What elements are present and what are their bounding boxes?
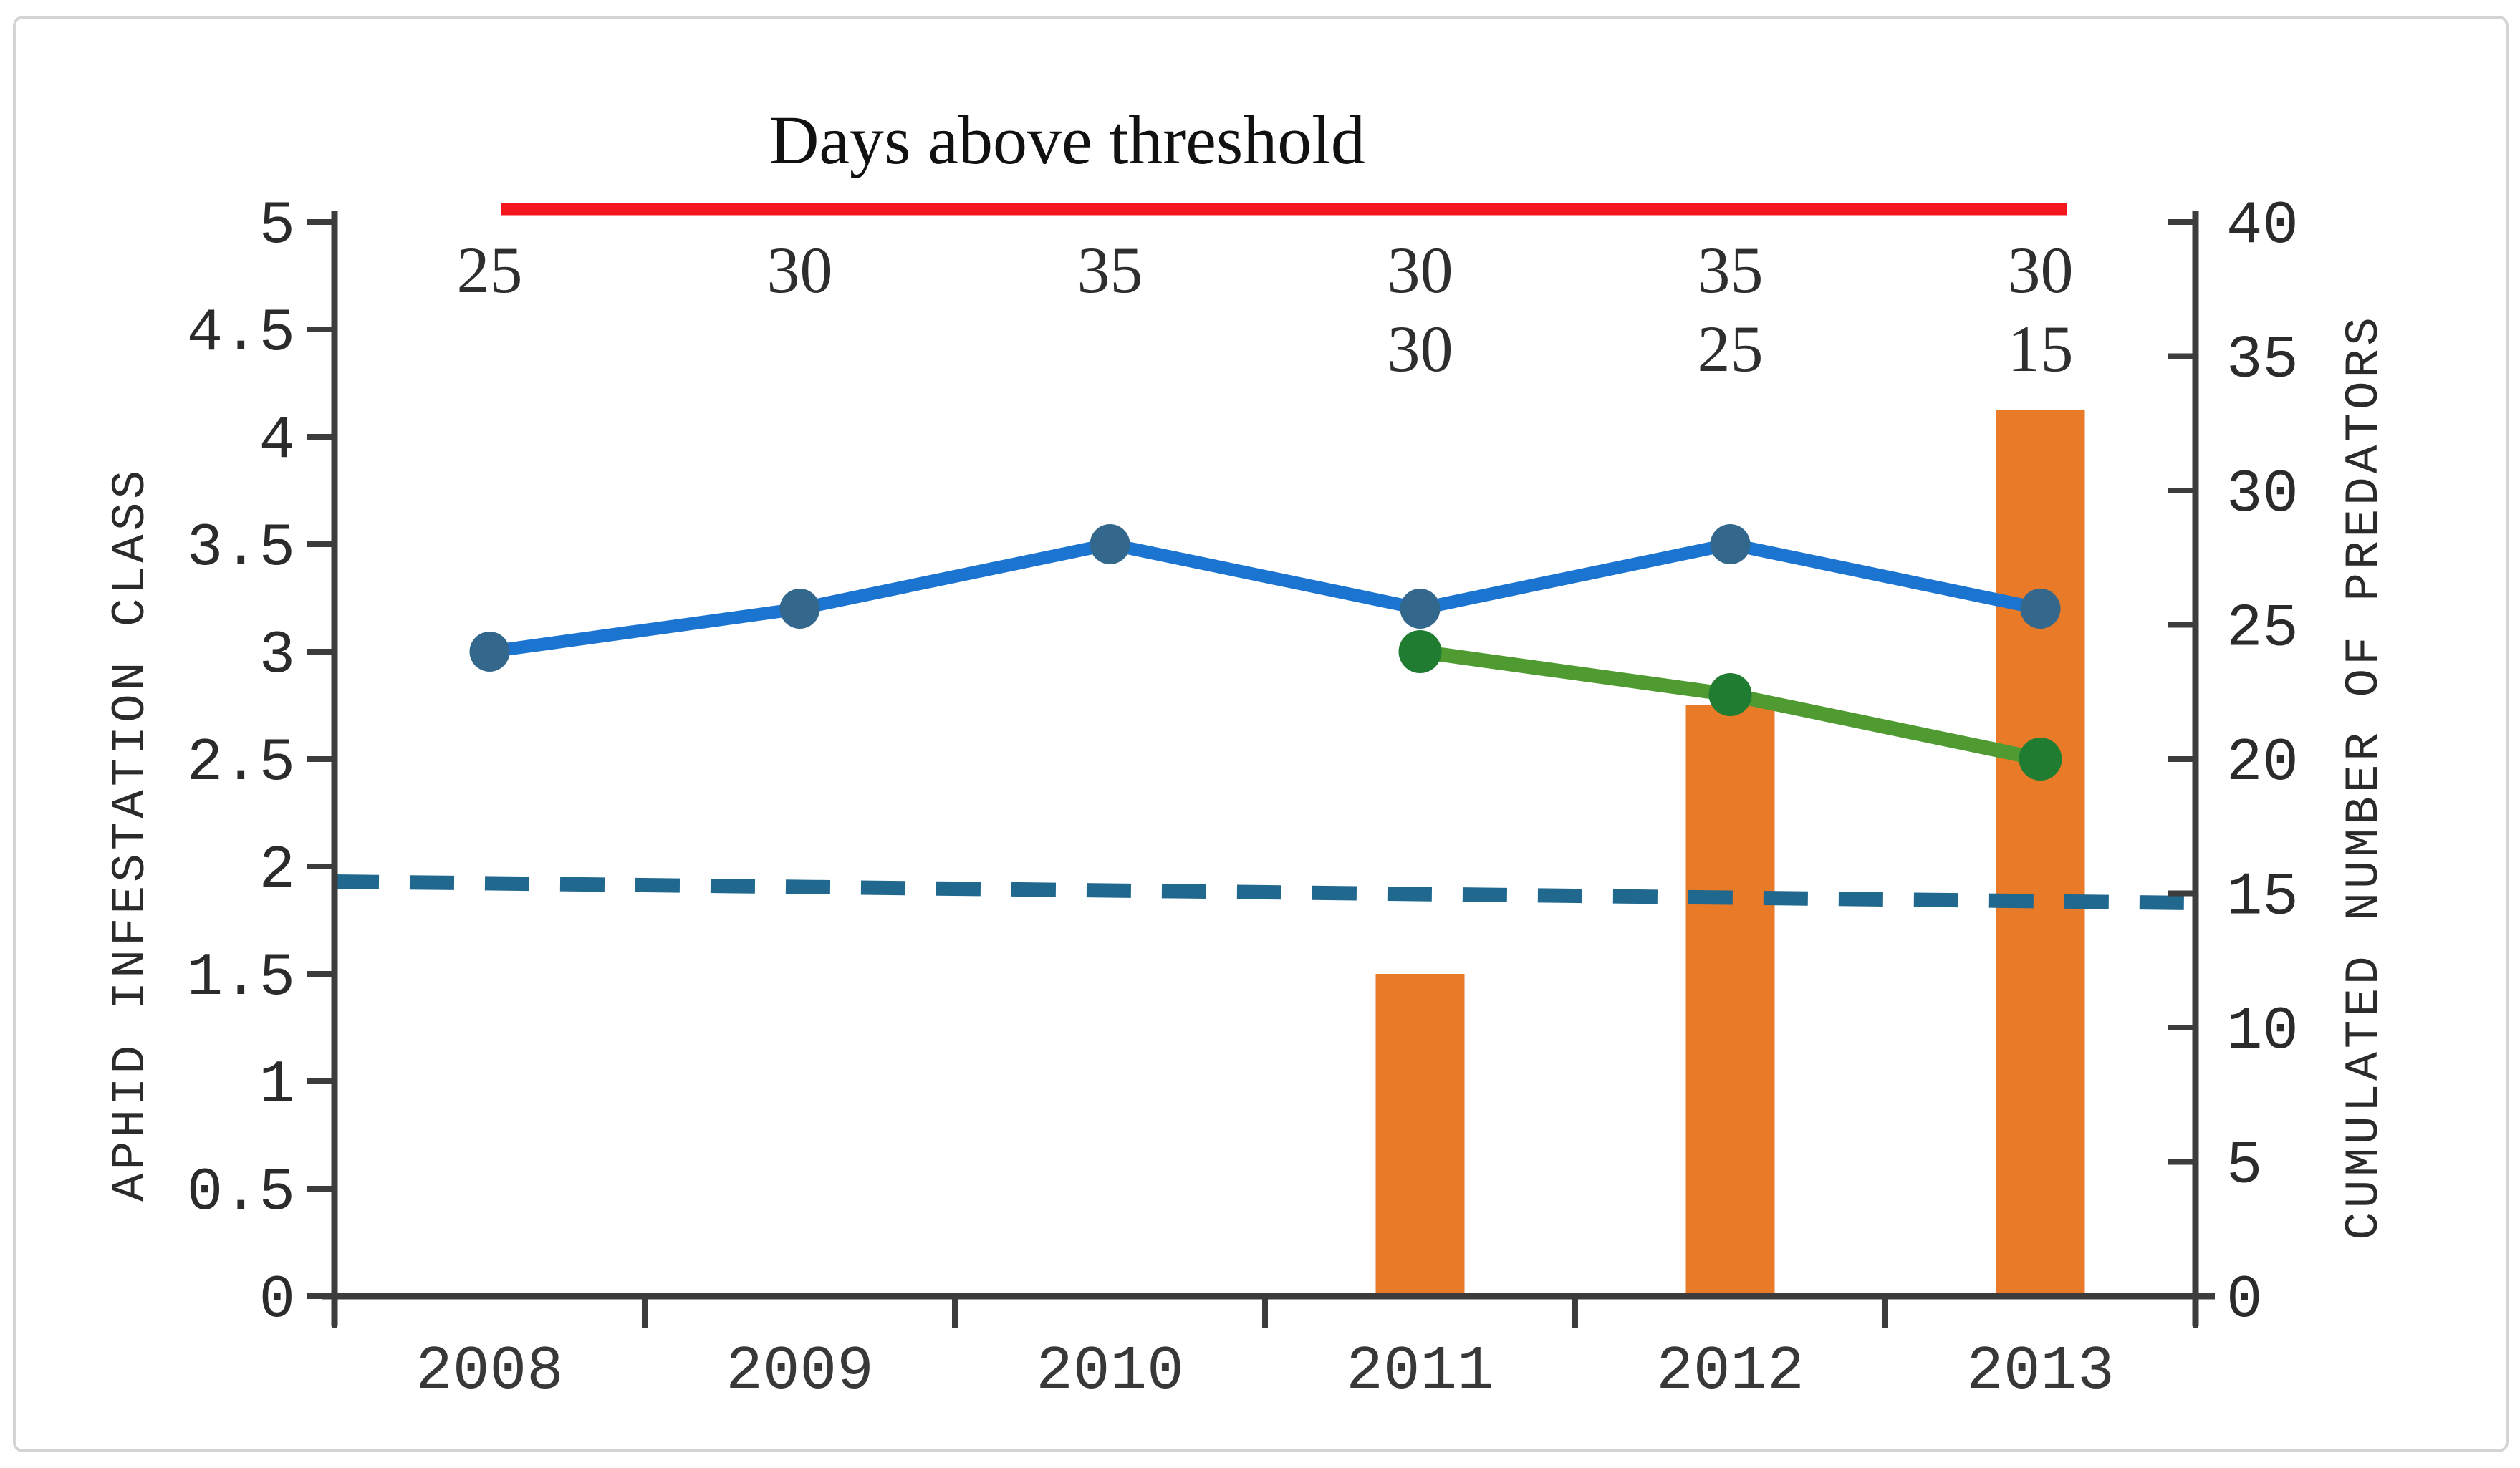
days-above-threshold-row1-2008: 25: [457, 233, 523, 306]
marker-aphid-infestation-line-blue-2010: [1090, 524, 1130, 564]
marker-aphid-infestation-line-blue-2011: [1400, 589, 1441, 629]
bar-2012: [1685, 705, 1775, 1296]
right-tick-label-0: 0: [2226, 1267, 2262, 1335]
line-series-group: [469, 524, 2062, 781]
left-tick-label-0: 0: [259, 1267, 295, 1335]
frame-border: [13, 16, 2509, 1452]
chart-title: Days above threshold: [769, 102, 1365, 178]
days-above-threshold-row2-2011: 30: [1388, 312, 1453, 385]
tick-labels-group: 0 0.5 1 1.5 2 2.5 3 3.5 4 4.5 5 0 5 10 15 20 25 30 35 40 200…: [187, 193, 2299, 1406]
left-tick-label-1.5: 1.5: [187, 945, 295, 1013]
aphid-infestation-line-blue: [483, 538, 2047, 658]
bars-group: [1375, 410, 2085, 1296]
marker-aphid-infestation-line-green-2013: [2019, 738, 2062, 781]
days-above-threshold-row2-2012: 25: [1698, 312, 1764, 385]
bar-2011: [1375, 974, 1465, 1296]
marker-aphid-infestation-line-blue-2013: [2020, 589, 2061, 629]
right-tick-label-15: 15: [2226, 864, 2299, 932]
x-tick-label-2008: 2008: [415, 1336, 563, 1406]
days-above-threshold-row1-2010: 35: [1077, 233, 1143, 306]
right-tick-label-20: 20: [2226, 730, 2299, 798]
marker-aphid-infestation-line-blue-2012: [1710, 524, 1751, 564]
right-tick-label-30: 30: [2226, 461, 2299, 529]
left-axis-title: APHID INFESTATION CLASS: [104, 467, 158, 1202]
right-tick-label-5: 5: [2226, 1133, 2262, 1201]
days-above-threshold-row1-2013: 30: [2008, 233, 2074, 306]
days-above-threshold-row1-2009: 30: [767, 233, 833, 306]
right-tick-label-10: 10: [2226, 998, 2299, 1066]
marker-aphid-infestation-line-green-2012: [1708, 673, 1752, 716]
axes-group: [307, 211, 2215, 1328]
marker-aphid-infestation-line-blue-2008: [469, 632, 510, 672]
days-above-threshold-row2-2013: 15: [2008, 312, 2074, 385]
left-tick-label-2: 2: [259, 837, 295, 905]
right-axis-title: CUMULATED NUMBER OF PREDATORS: [2337, 314, 2391, 1240]
x-tick-label-2012: 2012: [1656, 1336, 1804, 1406]
left-tick-label-2.5: 2.5: [187, 730, 295, 798]
x-tick-label-2010: 2010: [1036, 1336, 1183, 1406]
x-tick-label-2013: 2013: [1966, 1336, 2114, 1406]
left-tick-label-1: 1: [259, 1052, 295, 1120]
marker-aphid-infestation-line-green-2011: [1398, 630, 1442, 673]
left-tick-label-3.5: 3.5: [187, 515, 295, 583]
days-above-threshold-row1-2012: 35: [1698, 233, 1764, 306]
right-tick-label-25: 25: [2226, 596, 2299, 664]
left-tick-label-4: 4: [259, 407, 295, 475]
x-tick-label-2011: 2011: [1346, 1336, 1494, 1406]
bar-2013: [1996, 410, 2085, 1296]
left-tick-label-5: 5: [259, 193, 295, 261]
threshold-group: [334, 874, 2196, 910]
marker-aphid-infestation-line-blue-2009: [779, 589, 820, 629]
left-tick-label-0.5: 0.5: [187, 1159, 295, 1227]
left-tick-label-3: 3: [259, 622, 295, 690]
right-tick-label-40: 40: [2226, 193, 2299, 261]
left-tick-label-4.5: 4.5: [187, 300, 295, 368]
threshold-dashed-line: [334, 874, 2196, 910]
x-tick-label-2009: 2009: [726, 1336, 873, 1406]
days-above-threshold-row1-2011: 30: [1388, 233, 1453, 306]
right-tick-label-35: 35: [2226, 327, 2299, 395]
